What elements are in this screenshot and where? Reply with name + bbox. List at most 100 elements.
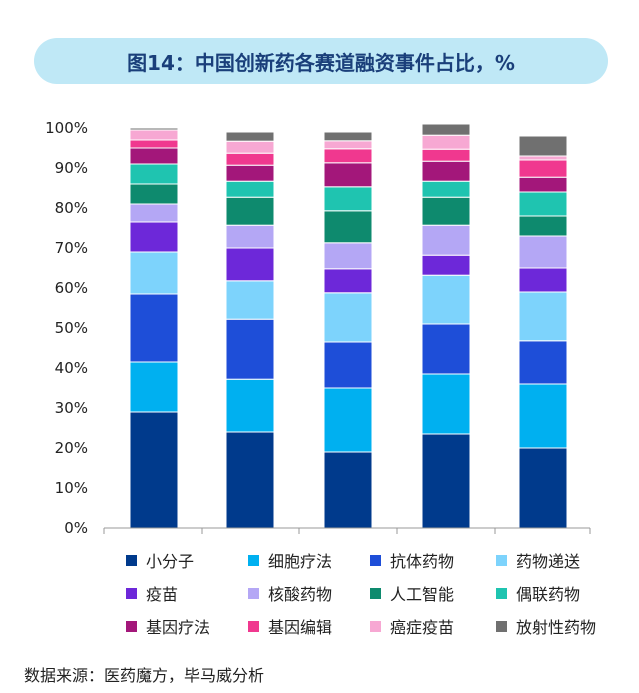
bar-segment (323, 387, 373, 453)
legend-label: 放射性药物 (516, 618, 597, 637)
legend-swatch (126, 587, 137, 599)
bar-segment (518, 191, 568, 217)
legend-item: 基因编辑 (248, 615, 370, 637)
bar-segment (129, 147, 179, 165)
bar-segment (421, 224, 471, 256)
chart-title: 图14：中国创新药各赛道融资事件占比，% (34, 38, 608, 84)
bar-segment (323, 451, 373, 529)
bar-segment (129, 127, 179, 131)
legend-label: 人工智能 (390, 585, 455, 604)
bar-segment (129, 411, 179, 529)
bar-segment (518, 383, 568, 449)
bar-segment (518, 267, 568, 293)
bar-segment (421, 323, 471, 375)
legend-item: 抗体药物 (370, 549, 496, 571)
legend-swatch (496, 620, 507, 632)
legend-label: 小分子 (146, 552, 195, 571)
bar-segment (323, 162, 373, 188)
legend-swatch (370, 554, 381, 566)
bar-segment (225, 164, 275, 182)
legend-swatch (126, 554, 137, 566)
bar-segment (518, 447, 568, 529)
bar-segment (129, 361, 179, 413)
legend-label: 基因编辑 (268, 618, 333, 637)
legend-label: 癌症疫苗 (390, 618, 455, 637)
bar-segment (518, 176, 568, 193)
y-tick-label: 20% (55, 439, 88, 457)
bar-segment (225, 378, 275, 433)
bar-segment (225, 247, 275, 282)
bar-segment (323, 242, 373, 270)
bar-segment (421, 160, 471, 182)
y-tick-label: 70% (55, 239, 88, 257)
legend-swatch (370, 587, 381, 599)
legend-item: 癌症疫苗 (370, 615, 496, 637)
legend-item: 细胞疗法 (248, 549, 370, 571)
legend-label: 基因疗法 (146, 618, 211, 637)
legend-swatch (248, 554, 259, 566)
legend-item: 疫苗 (126, 582, 248, 604)
legend-item: 人工智能 (370, 582, 496, 604)
legend-label: 抗体药物 (390, 552, 455, 571)
bar-segment (518, 291, 568, 342)
bar-segment (518, 135, 568, 157)
legend-item: 小分子 (126, 549, 248, 571)
y-tick-label: 0% (64, 519, 88, 537)
data-source-note: 数据来源：医药魔方，毕马威分析 (24, 666, 265, 685)
stacked-bar-chart: 0% 10% 20% 30% 40% 50% 60% 70% 80% 90% 100% (45, 119, 591, 537)
legend-item: 药物递送 (496, 549, 626, 571)
bar-segment (225, 196, 275, 226)
bar-segment (518, 215, 568, 237)
bar-segment (323, 148, 373, 164)
y-tick-label: 50% (55, 319, 88, 337)
y-tick-label: 100% (45, 119, 88, 137)
legend-swatch (248, 587, 259, 599)
bar-segment (421, 123, 471, 136)
bar-segment (225, 280, 275, 320)
legend-label: 核酸药物 (268, 585, 333, 604)
bar-segment (129, 183, 179, 205)
bar-segment (323, 268, 373, 294)
bar-segment (129, 203, 179, 223)
bar-segment (421, 254, 471, 276)
bar-segment (323, 131, 373, 142)
bar-segment (421, 180, 471, 198)
legend-swatch (496, 587, 507, 599)
legend-item: 放射性药物 (496, 615, 626, 637)
bar-segment (323, 292, 373, 343)
bar-segment (225, 318, 275, 380)
bar-segment (225, 180, 275, 198)
bar-segment (129, 163, 179, 185)
y-tick-label: 40% (55, 359, 88, 377)
bar-segment (129, 129, 179, 141)
legend-label: 疫苗 (146, 585, 179, 604)
y-tick-label: 80% (55, 199, 88, 217)
bar-segment (129, 251, 179, 295)
bar-segment (323, 186, 373, 212)
bar-segment (323, 210, 373, 244)
bar-segment (129, 139, 179, 149)
bar-segment (518, 155, 568, 161)
chart-legend: 小分子 细胞疗法 抗体药物 药物递送疫苗 核酸药物 人工智能 偶联药物基因疗法 基因编辑 癌症疫… (126, 549, 626, 637)
bar-segment (129, 293, 179, 363)
bar-segment (225, 224, 275, 249)
bar-segment (225, 131, 275, 142)
bar-segment (421, 196, 471, 226)
y-tick-label: 90% (55, 159, 88, 177)
bar-segment (421, 433, 471, 529)
y-tick-label: 10% (55, 479, 88, 497)
y-tick-label: 30% (55, 399, 88, 417)
bar-segment (518, 340, 568, 385)
bar-segment (518, 159, 568, 178)
bar-segment (323, 140, 373, 150)
bar-segment (421, 134, 471, 150)
y-tick-label: 60% (55, 279, 88, 297)
bar-segment (421, 148, 471, 162)
legend-label: 细胞疗法 (268, 552, 333, 571)
legend-swatch (126, 620, 137, 632)
bar-segment (518, 235, 568, 269)
bar-segment (225, 152, 275, 166)
legend-label: 偶联药物 (516, 585, 581, 604)
legend-swatch (248, 620, 259, 632)
bar-segment (129, 221, 179, 253)
